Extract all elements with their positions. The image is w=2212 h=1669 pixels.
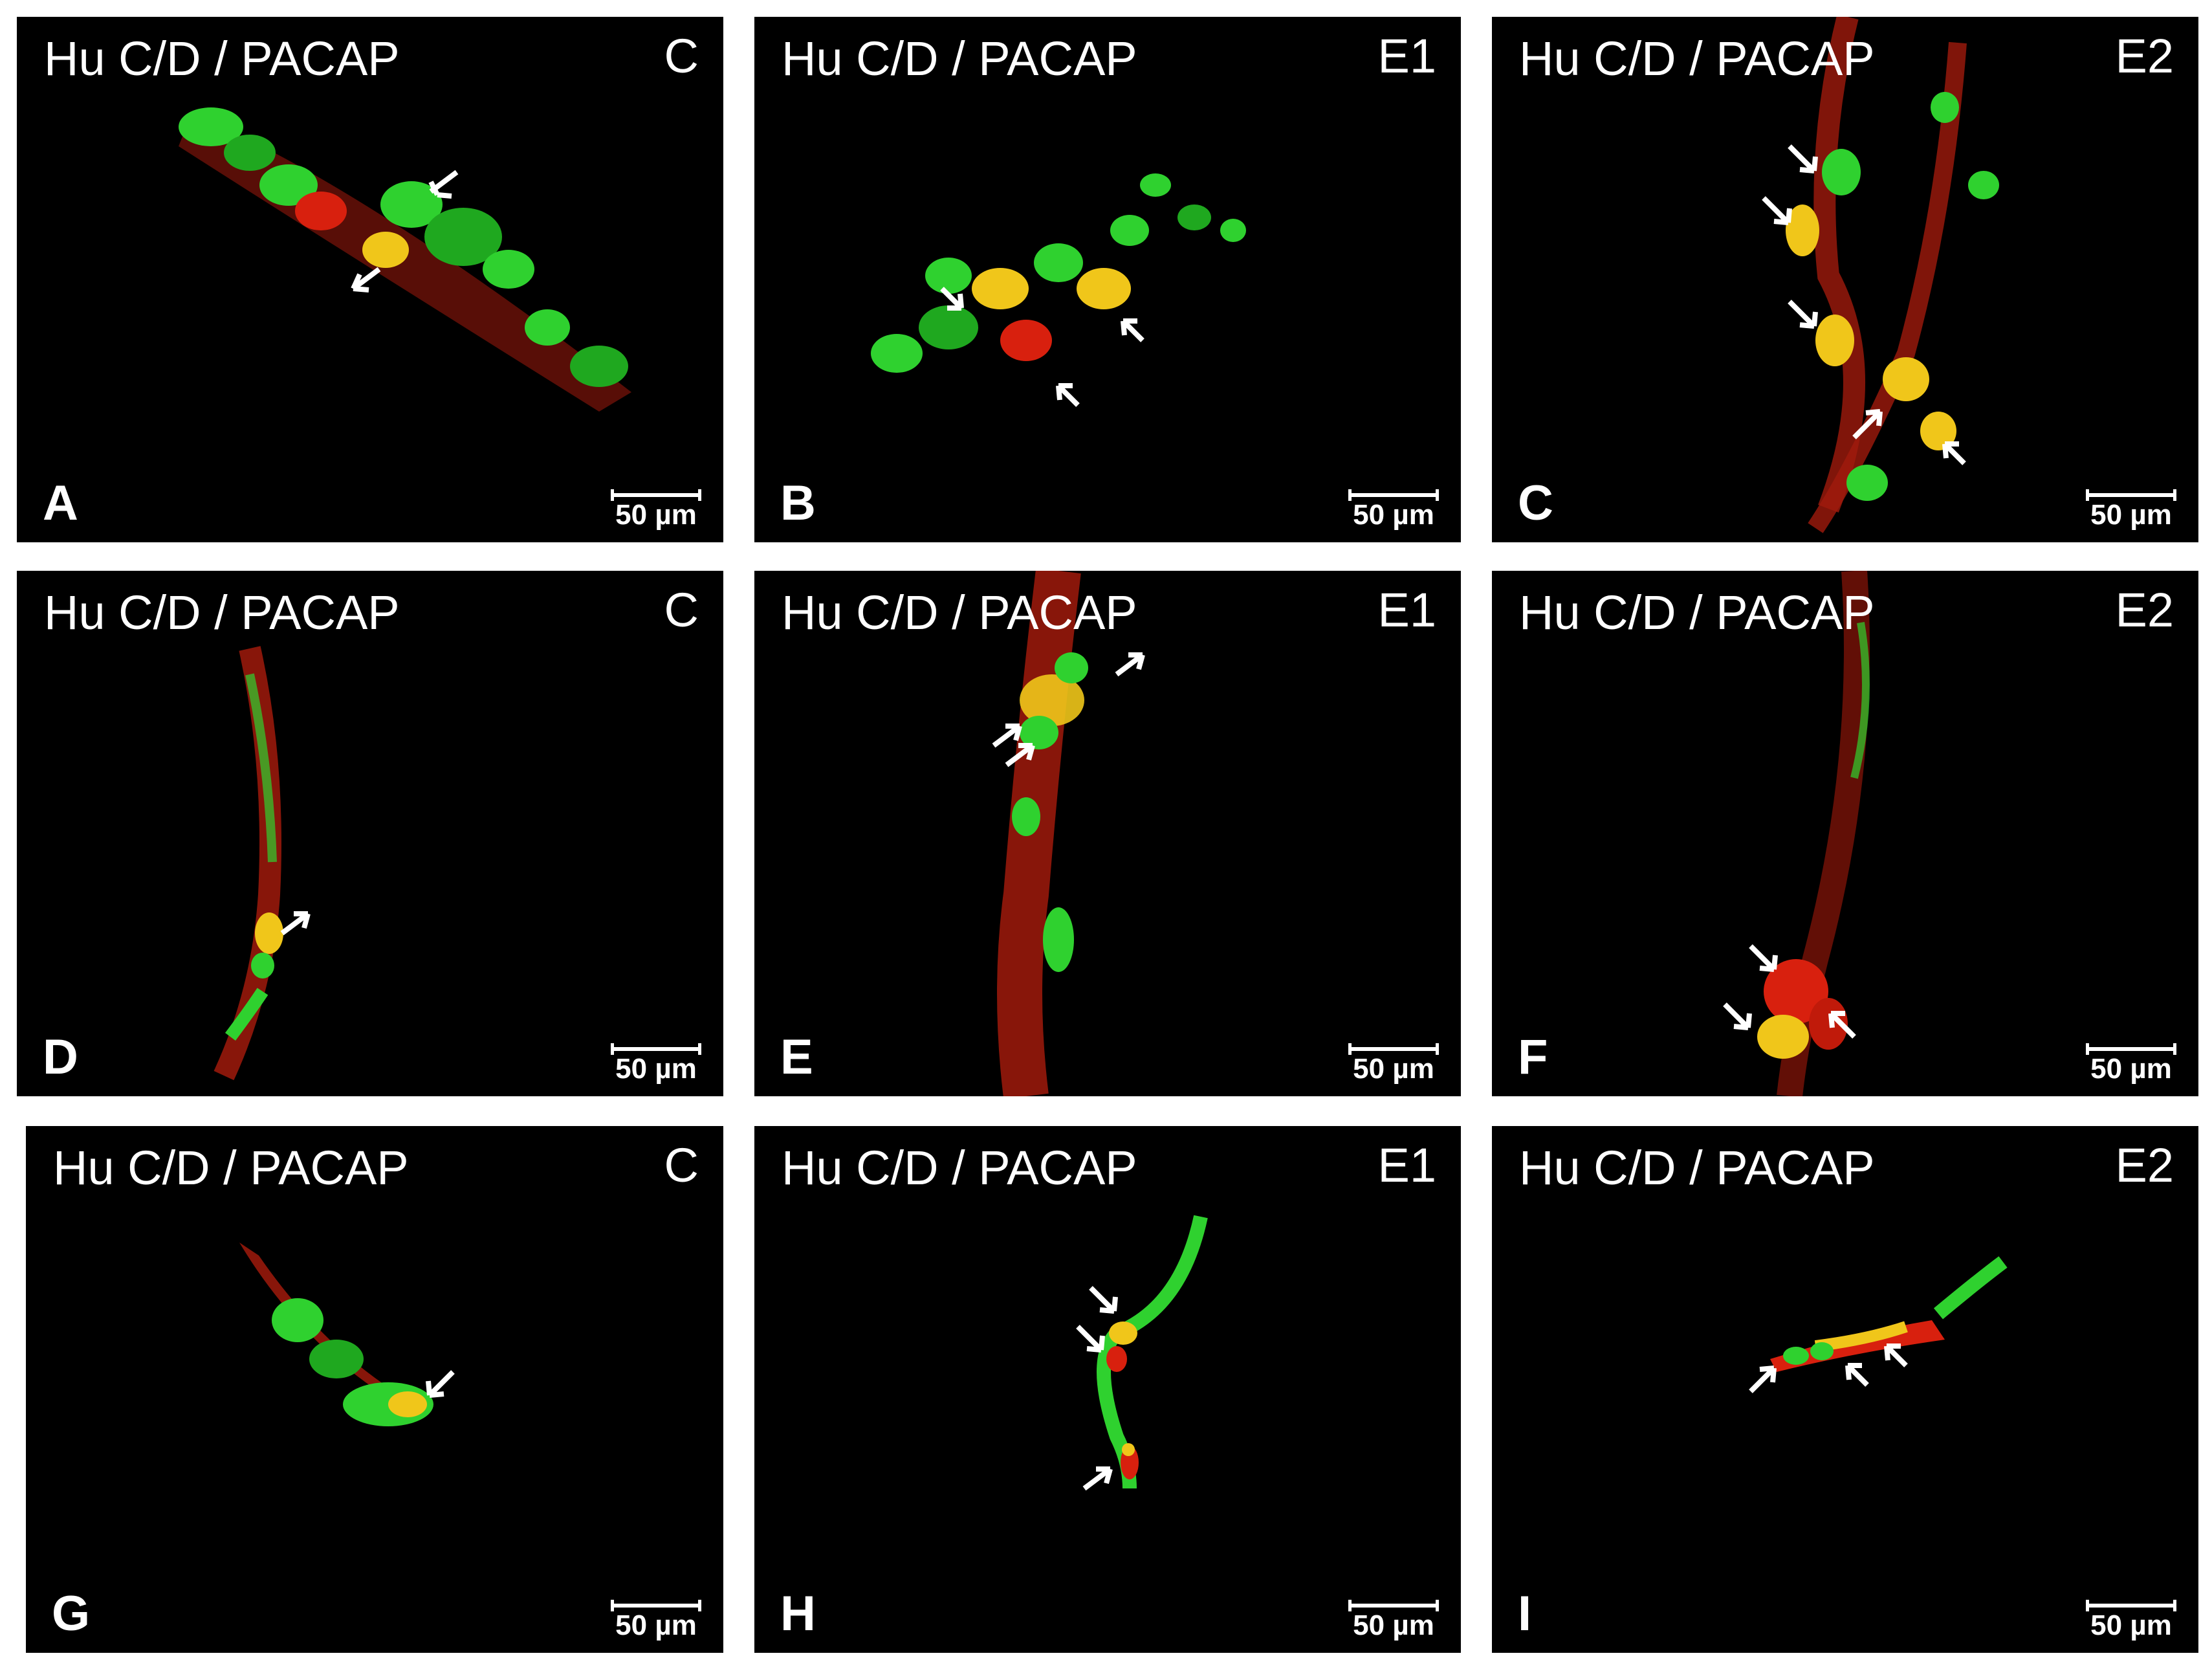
scale-bar-label: 50 µm <box>2090 1609 2172 1641</box>
panel-title: Hu C/D / PACAP <box>44 32 400 85</box>
panel-title: Hu C/D / PACAP <box>782 1141 1137 1195</box>
micrograph-panel-c: Hu C/D / PACAP E2 C 50 µm <box>1492 17 2198 542</box>
panel-letter: C <box>1518 476 1553 531</box>
panel-letter: H <box>780 1586 816 1641</box>
scale-bar-line <box>2086 489 2176 501</box>
panel-letter: D <box>43 1030 78 1085</box>
scale-bar-line <box>2086 1043 2176 1055</box>
group-label: E1 <box>1377 583 1436 637</box>
scale-bar: 50 µm <box>1348 1043 1439 1085</box>
panel-title: Hu C/D / PACAP <box>53 1141 409 1195</box>
group-label: C <box>664 29 699 83</box>
scale-bar-line <box>1348 1600 1439 1611</box>
panel-title: Hu C/D / PACAP <box>1519 32 1875 85</box>
scale-bar-line <box>2086 1600 2176 1611</box>
group-label: E2 <box>2115 29 2174 83</box>
panel-letter: E <box>780 1030 813 1085</box>
fluorescence-image-e <box>992 571 1145 1096</box>
fluorescence-image-i <box>1749 1256 2008 1393</box>
micrograph-panel-i: Hu C/D / PACAP E2 I 50 µm <box>1492 1126 2198 1653</box>
panel-title: Hu C/D / PACAP <box>1519 586 1875 639</box>
fluorescence-image-b <box>871 173 1246 407</box>
fluorescence-image-d <box>214 646 311 1081</box>
fluorescence-image-h <box>1076 1215 1208 1491</box>
fluorescence-image-f <box>1723 571 1870 1096</box>
panel-title: Hu C/D / PACAP <box>782 32 1137 85</box>
panel-title: Hu C/D / PACAP <box>44 586 400 639</box>
scale-bar-label: 50 µm <box>1353 1053 1434 1085</box>
group-label: E1 <box>1377 29 1436 83</box>
group-label: E2 <box>2115 583 2174 637</box>
panel-letter: A <box>43 476 78 531</box>
scale-bar: 50 µm <box>611 1043 701 1085</box>
micrograph-panel-h: Hu C/D / PACAP E1 H 50 µm <box>754 1126 1461 1653</box>
scale-bar-label: 50 µm <box>2090 1053 2172 1085</box>
scale-bar: 50 µm <box>2086 489 2176 531</box>
group-label: E1 <box>1377 1138 1436 1192</box>
fluorescence-image-g <box>239 1243 455 1426</box>
scale-bar-label: 50 µm <box>615 1053 697 1085</box>
scale-bar: 50 µm <box>611 489 701 531</box>
micrograph-panel-a: Hu C/D / PACAP C A 50 µm <box>17 17 723 542</box>
micrograph-panel-g: Hu C/D / PACAP C G 50 µm <box>26 1126 723 1653</box>
scale-bar-label: 50 µm <box>1353 499 1434 531</box>
micrograph-panel-d: Hu C/D / PACAP C D 50 µm <box>17 571 723 1096</box>
scale-bar: 50 µm <box>611 1600 701 1641</box>
scale-bar-label: 50 µm <box>2090 499 2172 531</box>
fluorescence-image-c <box>1762 17 1999 533</box>
panel-letter: G <box>52 1586 91 1641</box>
group-label: C <box>664 1138 699 1192</box>
panel-letter: I <box>1518 1586 1532 1641</box>
scale-bar: 50 µm <box>1348 1600 1439 1641</box>
fluorescence-image-a <box>179 107 631 412</box>
panel-title: Hu C/D / PACAP <box>1519 1141 1875 1195</box>
scale-bar: 50 µm <box>2086 1043 2176 1085</box>
micrograph-panel-b: Hu C/D / PACAP E1 B 50 µm <box>754 17 1461 542</box>
scale-bar-line <box>611 1600 701 1611</box>
scale-bar-line <box>611 1043 701 1055</box>
scale-bar-label: 50 µm <box>1353 1609 1434 1641</box>
scale-bar: 50 µm <box>2086 1600 2176 1641</box>
group-label: E2 <box>2115 1138 2174 1192</box>
panel-letter: F <box>1518 1030 1548 1085</box>
scale-bar-label: 50 µm <box>615 1609 697 1641</box>
group-label: C <box>664 583 699 637</box>
panel-letter: B <box>780 476 816 531</box>
panel-title: Hu C/D / PACAP <box>782 586 1137 639</box>
micrograph-panel-f: Hu C/D / PACAP E2 F 50 µm <box>1492 571 2198 1096</box>
scale-bar-line <box>1348 1043 1439 1055</box>
micrograph-panel-e: Hu C/D / PACAP E1 E 50 µm <box>754 571 1461 1096</box>
scale-bar-line <box>611 489 701 501</box>
scale-bar-label: 50 µm <box>615 499 697 531</box>
scale-bar-line <box>1348 489 1439 501</box>
scale-bar: 50 µm <box>1348 489 1439 531</box>
